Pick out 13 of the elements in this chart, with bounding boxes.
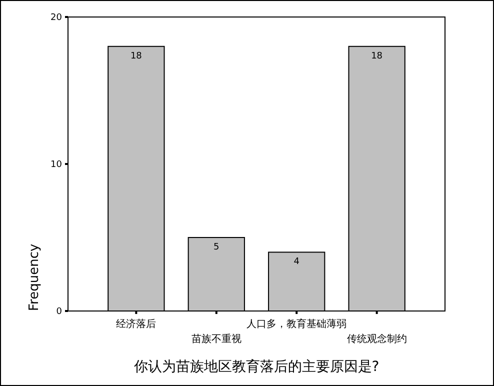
x-tick-label: 人口多，教育基础薄弱 — [246, 318, 347, 330]
data-label: 4 — [294, 257, 300, 268]
data-label: 18 — [130, 51, 142, 62]
x-tick-label: 传统观念制约 — [346, 333, 407, 345]
y-tick-label: 10 — [50, 160, 62, 170]
x-tick-label: 苗族不重视 — [191, 333, 242, 345]
y-tick-label: 20 — [50, 12, 62, 23]
data-label: 5 — [214, 242, 220, 252]
data-label: 18 — [371, 51, 383, 62]
y-tick-label: 0 — [56, 306, 62, 317]
x-tick-label: 经济落后 — [116, 318, 156, 330]
x-axis-title: 你认为苗族地区教育落后的主要原因是? — [132, 358, 380, 375]
y-axis-title: Frequency — [27, 244, 42, 311]
